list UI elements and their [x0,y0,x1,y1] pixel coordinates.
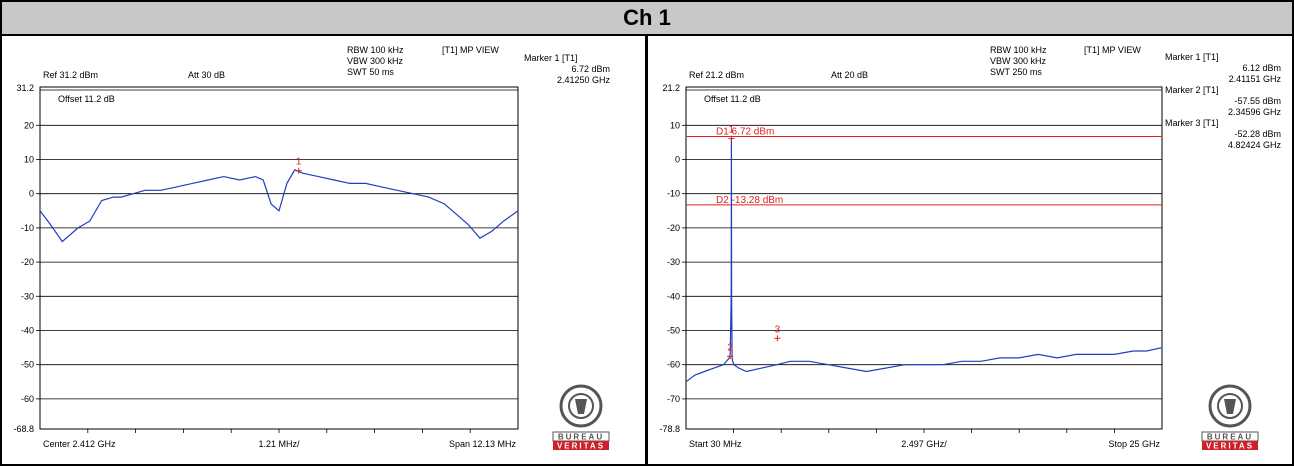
y-tick-label: -40 [667,291,680,301]
marker-info-frequency: 2.41151 GHz [1229,74,1282,84]
logo-emblem-icon [1224,399,1236,414]
y-tick-label: 10 [24,155,34,165]
attenuation-label: Att 30 dB [188,70,225,80]
y-top-label: 21.2 [662,83,680,93]
title-bar: Ch 1 [2,2,1292,36]
plot-area [685,86,1163,430]
logo-text-veritas: VERITAS [557,442,605,451]
y-tick-label: -70 [667,394,680,404]
y-tick-label: -60 [21,394,34,404]
marker: 3 [774,324,781,342]
trace-view-label: [T1] MP VIEW [442,45,499,55]
logo-box-bottom [553,441,609,450]
y-tick-label: -30 [667,257,680,267]
vbw-label: VBW 300 kHz [990,56,1047,66]
marker-info-level: -52.28 dBm [1234,129,1281,139]
x-footer-end: Span 12.13 MHz [449,439,517,449]
logo-box-bottom [1202,441,1258,450]
spectrum-trace [685,138,1163,383]
marker: 1 [295,157,302,174]
y-tick-label: -20 [667,223,680,233]
marker-info-frequency: 4.82424 GHz [1228,140,1282,150]
x-footer-start: Center 2.412 GHz [43,439,116,449]
x-footer-per-division: 2.497 GHz/ [901,439,947,449]
y-top-label: 31.2 [16,83,34,93]
marker-label: 3 [775,324,781,335]
offset-label: Offset 11.2 dB [704,94,761,104]
y-tick-label: -50 [21,360,34,370]
ref-level-label: Ref 31.2 dBm [43,70,98,80]
y-tick-label: 20 [24,120,34,130]
vbw-label: VBW 300 kHz [347,56,404,66]
rbw-label: RBW 100 kHz [990,45,1047,55]
panel-divider [645,34,648,464]
trace-view-label: [T1] MP VIEW [1084,45,1141,55]
logo-text-bureau: BUREAU [1207,433,1253,442]
marker-info-name: Marker 1 [T1] [1165,52,1219,62]
y-tick-label: 10 [670,120,680,130]
page-title: Ch 1 [623,5,671,30]
attenuation-label: Att 20 dB [831,70,868,80]
marker-label: 2 [727,342,733,353]
x-footer-start: Start 30 MHz [689,439,742,449]
swt-label: SWT 250 ms [990,67,1042,77]
marker-label: 1 [296,157,302,168]
marker-info-name: Marker 2 [T1] [1165,85,1219,95]
marker-info-frequency: 2.41250 GHz [557,75,611,85]
y-bottom-label: -78.8 [659,424,680,434]
y-tick-label: -30 [21,291,34,301]
marker-label: 1 [729,125,735,136]
marker-info-name: Marker 3 [T1] [1165,118,1219,128]
marker-info-level: 6.72 dBm [571,64,610,74]
plot-area [39,86,519,430]
y-tick-label: -40 [21,326,34,336]
marker: 2 [727,342,733,360]
y-bottom-label: -68.8 [13,424,34,434]
offset-label: Offset 11.2 dB [58,94,115,104]
spectrum-trace [39,169,519,243]
logo-emblem-icon [575,399,587,414]
display-line-label: D2 -13.28 dBm [716,195,783,206]
y-tick-label: -50 [667,326,680,336]
logo-text-veritas: VERITAS [1206,442,1254,451]
x-footer-end: Stop 25 GHz [1108,439,1160,449]
y-tick-label: 0 [29,189,34,199]
marker-info-frequency: 2.34596 GHz [1228,107,1282,117]
display-line-label: D1 6.72 dBm [716,127,774,138]
marker-info-level: -57.55 dBm [1234,96,1281,106]
ref-level-label: Ref 21.2 dBm [689,70,744,80]
rbw-label: RBW 100 kHz [347,45,404,55]
marker-info-name: Marker 1 [T1] [524,53,578,63]
y-tick-label: 0 [675,155,680,165]
y-tick-label: -20 [21,257,34,267]
y-tick-label: -10 [667,189,680,199]
x-footer-per-division: 1.21 MHz/ [258,439,300,449]
swt-label: SWT 50 ms [347,67,394,77]
marker-info-level: 6.12 dBm [1242,63,1281,73]
marker: 1 [728,125,735,142]
logo-text-bureau: BUREAU [558,433,604,442]
y-tick-label: -10 [21,223,34,233]
y-tick-label: -60 [667,360,680,370]
